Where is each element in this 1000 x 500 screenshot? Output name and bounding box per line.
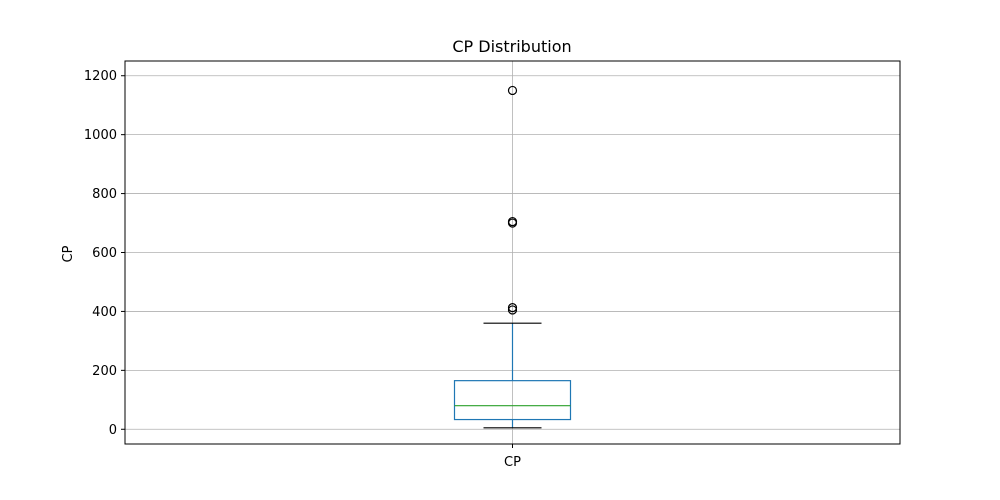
outlier-point: [507, 302, 518, 313]
y-tick-label: 800: [92, 187, 117, 202]
y-tick-label: 1000: [84, 128, 117, 143]
y-tick-label: 0: [109, 423, 117, 438]
outlier-point: [507, 305, 518, 315]
plot-frame: [124, 60, 901, 445]
y-tick-label: 1200: [84, 69, 117, 84]
y-axis-label: CP: [61, 245, 76, 262]
outlier-point: [507, 216, 518, 227]
x-tick-label: CP: [504, 455, 521, 470]
y-tick-label: 200: [92, 364, 117, 379]
chart-title: CP Distribution: [452, 37, 571, 56]
box-plot-series: [453, 85, 572, 429]
y-tick-label: 400: [92, 305, 117, 320]
y-tick-label: 600: [92, 246, 117, 261]
outlier-point: [507, 85, 518, 96]
iqr-box: [453, 380, 572, 421]
grid-lines: [125, 61, 900, 444]
axes: 0 200 400 600 800 1000 1200 CP: [84, 60, 901, 470]
